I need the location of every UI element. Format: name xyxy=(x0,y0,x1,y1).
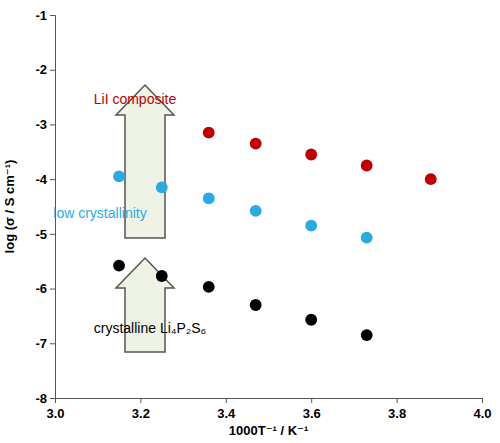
point xyxy=(305,220,317,232)
point xyxy=(305,149,317,161)
point xyxy=(425,173,437,185)
point xyxy=(250,138,262,150)
y-tick: -5 xyxy=(35,227,55,242)
series xyxy=(113,170,372,243)
point xyxy=(113,170,125,182)
x-tick-mark xyxy=(311,398,312,403)
y-axis-title: log (σ / S cm⁻¹) xyxy=(2,160,17,254)
y-tick: -3 xyxy=(35,117,55,132)
y-tick-mark xyxy=(50,398,55,399)
y-tick-mark xyxy=(50,289,55,290)
series xyxy=(203,127,437,185)
point xyxy=(203,192,215,204)
y-tick: -2 xyxy=(35,62,55,77)
y-tick: -8 xyxy=(35,391,55,406)
x-tick-mark xyxy=(482,398,483,403)
y-tick-mark xyxy=(50,15,55,16)
point xyxy=(203,127,215,139)
y-tick-label: -7 xyxy=(35,336,47,351)
y-tick: -7 xyxy=(35,336,55,351)
point xyxy=(203,281,215,293)
x-tick: 3.4 xyxy=(217,398,236,421)
x-tick-label: 3.2 xyxy=(132,406,150,421)
point xyxy=(156,270,168,282)
y-tick-label: -8 xyxy=(35,391,47,406)
series-label: low crystallinity xyxy=(53,205,146,221)
x-tick: 4.0 xyxy=(473,398,491,421)
y-tick-label: -4 xyxy=(35,172,47,187)
y-tick-label: -2 xyxy=(35,62,47,77)
x-tick-label: 3.8 xyxy=(388,406,406,421)
x-tick: 3.8 xyxy=(388,398,406,421)
x-axis-title: 1000T⁻¹ / K⁻¹ xyxy=(229,423,308,438)
point xyxy=(361,160,373,172)
point xyxy=(156,181,168,193)
x-tick-label: 3.0 xyxy=(46,406,64,421)
y-tick-label: -1 xyxy=(35,8,47,23)
x-tick: 3.6 xyxy=(303,398,321,421)
y-tick: -1 xyxy=(35,8,55,23)
y-tick-mark xyxy=(50,124,55,125)
x-axis: 3.0 3.2 3.4 3.6 3.8 4.0 xyxy=(46,398,491,421)
x-tick-mark xyxy=(140,398,141,403)
chart: 3.0 3.2 3.4 3.6 3.8 4.0 -8 -7 -6 -5 -4 -3 -2 -1 1000T⁻… xyxy=(0,0,500,443)
x-axis-line xyxy=(56,399,483,404)
y-tick-mark xyxy=(50,179,55,180)
point xyxy=(361,232,373,244)
point xyxy=(305,314,317,326)
y-tick: -4 xyxy=(35,172,55,187)
x-tick-mark xyxy=(397,398,398,403)
arrow xyxy=(116,258,174,352)
x-tick: 3.0 xyxy=(46,398,64,421)
x-tick-label: 3.6 xyxy=(303,406,321,421)
point xyxy=(250,205,262,217)
x-tick: 3.2 xyxy=(132,398,150,421)
y-tick-mark xyxy=(50,234,55,235)
plot-area xyxy=(113,127,437,341)
y-tick: -6 xyxy=(35,281,55,296)
y-tick-label: -6 xyxy=(35,281,47,296)
x-tick-label: 4.0 xyxy=(473,406,491,421)
series-label: crystalline Li₄P₂S₆ xyxy=(94,320,207,336)
x-tick-label: 3.4 xyxy=(217,406,236,421)
point xyxy=(113,260,125,272)
series-label: LiI composite xyxy=(94,91,177,107)
point xyxy=(250,299,262,311)
y-tick-label: -5 xyxy=(35,227,47,242)
y-tick-mark xyxy=(50,70,55,71)
y-tick-mark xyxy=(50,343,55,344)
x-tick-mark xyxy=(226,398,227,403)
y-tick-label: -3 xyxy=(35,117,47,132)
point xyxy=(361,329,373,341)
